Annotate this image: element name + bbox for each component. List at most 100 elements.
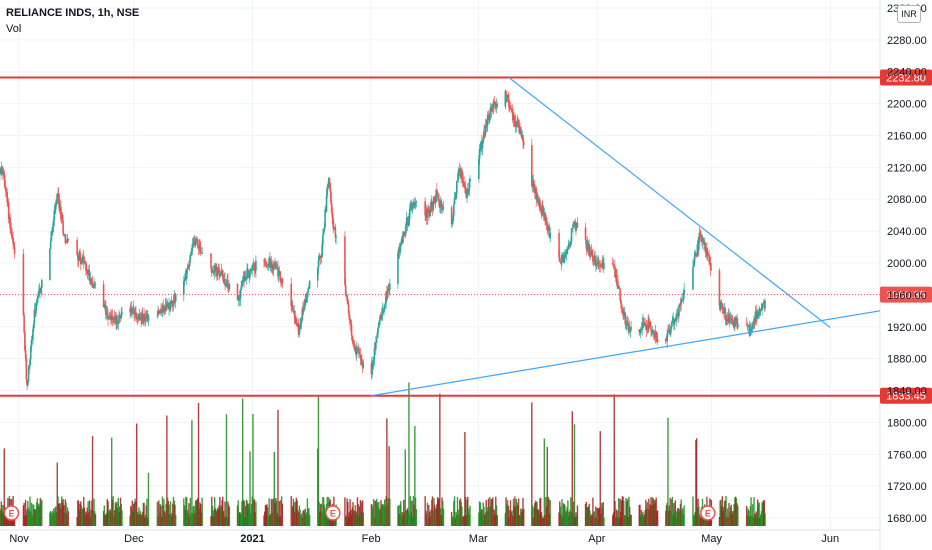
candle-body (653, 337, 656, 339)
volume-bar (759, 514, 762, 526)
volume-bar (298, 505, 301, 526)
volume-bar (129, 515, 131, 526)
earnings-marker-label: E (8, 509, 14, 519)
volume-bar (600, 513, 602, 526)
price-tick-label: 2080.00 (887, 194, 927, 206)
volume-bar (378, 501, 380, 526)
candle-body (458, 170, 460, 172)
volume-bar (115, 504, 117, 526)
volume-bar (253, 499, 256, 526)
volume-bar (269, 515, 271, 526)
candle-body (434, 201, 437, 204)
volume-bar (219, 508, 222, 526)
volume-bar (301, 517, 303, 526)
volume-bar (534, 503, 536, 526)
price-tick-label: 1880.00 (887, 354, 927, 366)
candle-body (274, 263, 276, 265)
volume-bar (698, 506, 700, 526)
volume-bar (280, 496, 283, 526)
volume-bar (537, 509, 539, 526)
volume-bar (281, 503, 284, 526)
candle-body (301, 308, 304, 321)
volume-bar (442, 508, 445, 526)
volume-bar (456, 496, 459, 526)
horizontal-levels: 2232.80 1833.45 1960.35 (0, 69, 932, 404)
volume-bar (648, 498, 650, 526)
volume-bar (297, 510, 299, 526)
volume-bar (408, 382, 410, 526)
candle-body (272, 265, 275, 271)
candle-body (62, 220, 64, 234)
candle-body (5, 191, 8, 193)
candle-body (37, 295, 39, 299)
candle-body (624, 312, 627, 325)
price-tick-label: 2280.00 (887, 35, 927, 47)
candle-body (102, 284, 105, 308)
volume-bar (183, 505, 186, 526)
volume-bar (362, 512, 365, 526)
candle-body (326, 186, 329, 196)
volume-bar (94, 513, 97, 526)
candle-body (441, 208, 444, 210)
volume-bar (173, 500, 175, 526)
volume-bar (673, 510, 676, 526)
volume-bar (293, 502, 295, 526)
volume-bar (166, 497, 169, 526)
volume-bar (211, 506, 214, 526)
candle-body (40, 288, 42, 293)
candle-body (671, 320, 674, 323)
volume-bar (726, 516, 728, 526)
candle-body (594, 255, 596, 263)
candle-body (751, 324, 754, 329)
candle-body (191, 247, 193, 255)
volume-bar (356, 497, 359, 526)
volume-bar (428, 504, 430, 526)
candle-body (600, 265, 602, 267)
volume-bar (389, 498, 391, 526)
volume-bar (431, 499, 433, 526)
candle-body (535, 188, 538, 200)
volume-bar (601, 503, 603, 526)
volume-bar (721, 496, 724, 526)
volume-bar (164, 513, 167, 526)
volume-bar (509, 509, 511, 526)
volume-bar (731, 511, 734, 526)
volume-bar (537, 509, 540, 526)
volume-bar (411, 516, 414, 526)
volume-bar (626, 501, 628, 526)
volume-bar (186, 497, 188, 526)
volume-bar (729, 507, 732, 526)
volume-bar (350, 509, 352, 526)
volume-bar (93, 498, 95, 526)
volume-bar (561, 499, 563, 526)
volume-bar (665, 505, 668, 526)
volume-bar (175, 514, 177, 526)
candle-body (32, 329, 34, 340)
volume-bar (278, 501, 281, 526)
volume-bar (145, 505, 147, 526)
volume-bar (275, 500, 278, 526)
candle-body (453, 197, 456, 205)
volume-bar (239, 512, 241, 526)
price-tick-label: 1800.00 (887, 417, 927, 429)
volume-bar (197, 498, 199, 526)
candle-body (116, 321, 119, 324)
volume-bar (374, 500, 376, 526)
volume-bar (559, 501, 561, 526)
volume-bar (683, 505, 685, 526)
candle-body (255, 260, 257, 272)
price-tick-label: 1760.00 (887, 449, 927, 461)
candle-body (736, 318, 738, 328)
candle-body (600, 264, 603, 267)
volume-bar (545, 506, 548, 526)
volume-bar (40, 500, 42, 526)
candle-body (53, 210, 56, 221)
volume-bar (762, 500, 765, 526)
volume-bar (599, 431, 601, 526)
volume-bar (434, 509, 437, 526)
volume-bar (54, 507, 56, 526)
currency-button[interactable]: INR (897, 5, 921, 23)
volume-bar (344, 517, 347, 526)
volume-bar (758, 502, 760, 526)
